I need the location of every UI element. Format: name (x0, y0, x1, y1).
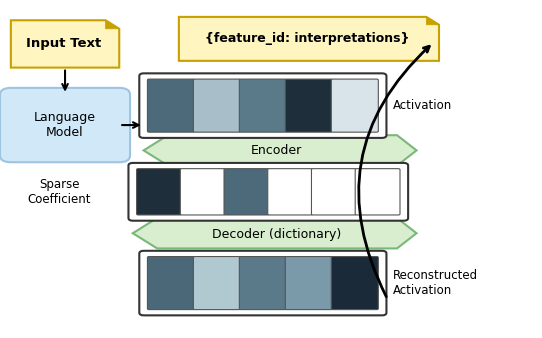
FancyBboxPatch shape (137, 169, 182, 215)
FancyBboxPatch shape (355, 169, 400, 215)
FancyBboxPatch shape (128, 163, 408, 221)
Text: Reconstructed
Activation: Reconstructed Activation (393, 269, 478, 297)
FancyBboxPatch shape (312, 169, 356, 215)
FancyBboxPatch shape (224, 169, 269, 215)
Text: Input Text: Input Text (26, 38, 101, 50)
Text: Encoder: Encoder (251, 144, 302, 157)
FancyBboxPatch shape (139, 251, 386, 315)
Polygon shape (427, 17, 439, 25)
Polygon shape (106, 20, 119, 29)
FancyBboxPatch shape (240, 79, 286, 132)
FancyBboxPatch shape (268, 169, 313, 215)
FancyBboxPatch shape (180, 169, 225, 215)
FancyBboxPatch shape (139, 73, 386, 138)
FancyBboxPatch shape (331, 257, 378, 310)
Polygon shape (179, 17, 439, 61)
FancyBboxPatch shape (193, 79, 241, 132)
FancyBboxPatch shape (285, 79, 332, 132)
FancyBboxPatch shape (331, 79, 378, 132)
Text: Language
Model: Language Model (34, 111, 96, 139)
Polygon shape (133, 218, 417, 248)
Text: Sparse
Coefficient: Sparse Coefficient (28, 178, 92, 206)
Text: Activation: Activation (393, 99, 452, 112)
Text: {feature_id: interpretations}: {feature_id: interpretations} (205, 32, 410, 45)
FancyBboxPatch shape (285, 257, 332, 310)
FancyBboxPatch shape (240, 257, 286, 310)
FancyBboxPatch shape (147, 79, 195, 132)
FancyBboxPatch shape (147, 257, 195, 310)
FancyBboxPatch shape (193, 257, 241, 310)
Polygon shape (144, 135, 417, 166)
Text: Decoder (dictionary): Decoder (dictionary) (212, 228, 341, 241)
FancyBboxPatch shape (0, 88, 130, 162)
Polygon shape (11, 20, 119, 68)
